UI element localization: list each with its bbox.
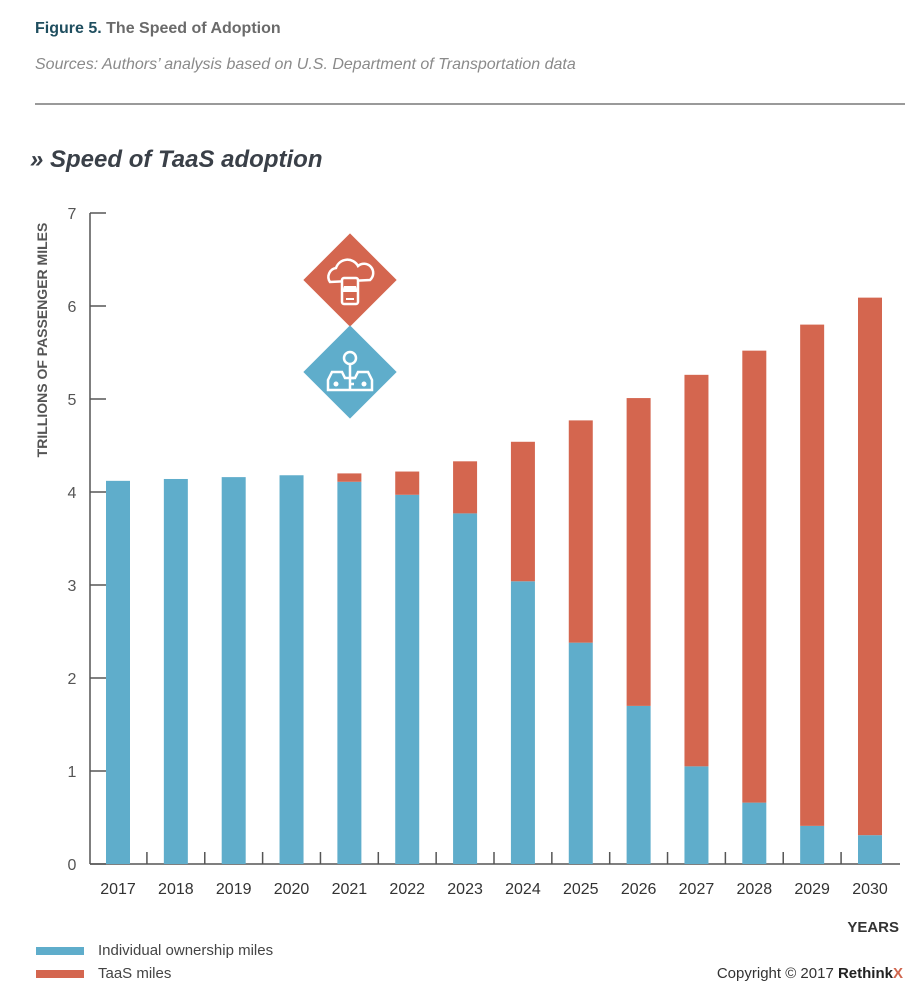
y-tick-label: 5 <box>68 392 77 409</box>
bar-individual <box>221 477 246 864</box>
x-tick-label: 2021 <box>332 881 368 898</box>
bar-individual <box>453 513 478 864</box>
legend-swatch-individual <box>36 946 84 955</box>
x-tick-label: 2028 <box>737 881 773 898</box>
x-tick-label: 2023 <box>447 881 483 898</box>
y-tick-label: 0 <box>68 857 77 874</box>
bar-individual <box>337 481 362 864</box>
bar-taas <box>568 420 593 643</box>
y-tick-label: 3 <box>68 578 77 595</box>
chart-title: » Speed of TaaS adoption <box>30 146 323 173</box>
x-tick-label: 2017 <box>100 881 136 898</box>
copyright-brand: Rethink <box>837 965 893 982</box>
bar-individual <box>800 825 825 864</box>
divider <box>35 103 905 105</box>
bar-individual <box>626 705 651 864</box>
x-tick-label: 2018 <box>158 881 194 898</box>
chart-bars <box>106 297 882 864</box>
y-tick-label: 1 <box>68 764 77 781</box>
bar-individual <box>742 802 767 864</box>
bar-taas <box>337 473 362 482</box>
x-tick-label: 2029 <box>794 881 830 898</box>
bar-taas <box>684 374 709 767</box>
legend-label-taas: TaaS miles <box>98 965 172 982</box>
bar-taas <box>742 350 767 803</box>
legend-label-individual: Individual ownership miles <box>98 942 274 959</box>
y-tick-label: 2 <box>68 671 77 688</box>
car-key-icon <box>303 325 397 419</box>
x-tick-label: 2024 <box>505 881 541 898</box>
y-tick-label: 4 <box>68 485 77 502</box>
chart-icons <box>303 233 397 419</box>
y-tick-label: 6 <box>68 299 77 316</box>
bar-taas <box>626 398 651 706</box>
bar-individual <box>510 581 535 864</box>
bar-individual <box>395 494 420 864</box>
bar-taas <box>800 324 825 826</box>
copyright-notice: Copyright © 2017 RethinkX <box>717 965 903 982</box>
figure-title: The Speed of Adoption <box>106 20 281 37</box>
x-tick-label: 2025 <box>563 881 599 898</box>
bar-individual <box>279 475 304 864</box>
x-tick-label: 2022 <box>389 881 425 898</box>
sources-note: Sources: Authors’ analysis based on U.S.… <box>35 56 576 73</box>
x-tick-label: 2027 <box>679 881 715 898</box>
bar-individual <box>163 478 188 864</box>
copyright-brand-x: X <box>892 965 903 982</box>
bar-individual <box>684 766 709 864</box>
stacked-bar-chart: 0 1 2 3 4 5 6 7 TRILLIONS OF PASSENGER MILES 2017… <box>34 206 900 936</box>
y-tick-label: 7 <box>68 206 77 223</box>
x-tick-label: 2019 <box>216 881 252 898</box>
figure-heading: Figure 5. The Speed of Adoption <box>35 20 281 38</box>
x-axis-label: YEARS <box>847 919 899 936</box>
bar-individual <box>106 480 130 864</box>
figure-number: Figure 5. <box>35 20 102 37</box>
legend-swatch-taas <box>36 969 84 978</box>
bar-individual <box>568 642 593 864</box>
bar-taas <box>395 471 420 495</box>
cloud-phone-car-icon <box>303 233 397 327</box>
legend-item-individual: Individual ownership miles <box>36 942 273 959</box>
x-tick-label: 2026 <box>621 881 657 898</box>
copyright-text: Copyright © 2017 <box>716 965 838 982</box>
x-tick-label: 2030 <box>852 881 888 898</box>
legend-item-taas: TaaS miles <box>36 965 171 982</box>
bar-individual <box>858 835 882 864</box>
x-tick-label: 2020 <box>274 881 310 898</box>
bar-taas <box>453 461 478 514</box>
bar-taas <box>858 297 882 836</box>
y-axis-label: TRILLIONS OF PASSENGER MILES <box>34 223 50 458</box>
bar-taas <box>510 441 535 582</box>
